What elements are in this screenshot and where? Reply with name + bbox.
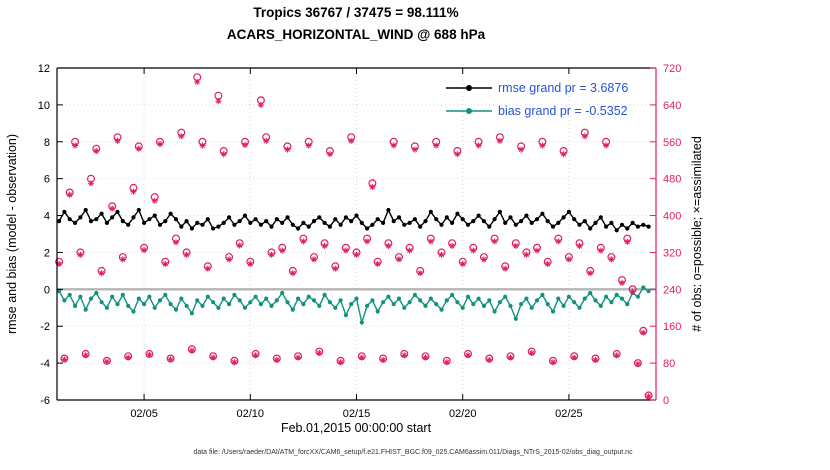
- svg-text:-4: -4: [40, 358, 50, 370]
- svg-text:02/15: 02/15: [343, 408, 371, 420]
- svg-text:02/05: 02/05: [130, 408, 158, 420]
- chart-title: Tropics 36767 / 37475 = 98.111%: [253, 5, 458, 20]
- svg-text:02/10: 02/10: [237, 408, 265, 420]
- svg-text:80: 80: [663, 358, 675, 370]
- svg-text:720: 720: [663, 63, 681, 75]
- svg-text:320: 320: [663, 247, 681, 259]
- bias-series: [57, 285, 651, 326]
- axis-ticks-and-labels: 02/05 02/10 02/15 02/20 02/25 -6 -4 -2 0 2 4 6 8 10 12…: [38, 63, 682, 420]
- svg-text:2: 2: [44, 247, 50, 259]
- svg-text:0: 0: [44, 284, 50, 296]
- legend: rmse grand pr = 3.6876 bias grand pr = -…: [446, 81, 628, 118]
- obs-assimilated-markers: [56, 78, 652, 400]
- chart-subtitle: ACARS_HORIZONTAL_WIND @ 688 hPa: [227, 27, 486, 42]
- x-axis-label: Feb.01,2015 00:00:00 start: [281, 421, 432, 435]
- legend-rmse-label: rmse grand pr = 3.6876: [498, 81, 628, 95]
- legend-rmse-marker: [466, 85, 472, 91]
- svg-text:560: 560: [663, 137, 681, 149]
- data-file-path: data file: /Users/raeder/DAI/ATM_forcXX/…: [193, 449, 633, 456]
- svg-text:160: 160: [663, 321, 681, 333]
- svg-text:240: 240: [663, 284, 681, 296]
- svg-text:480: 480: [663, 174, 681, 186]
- y-axis-right-label: # of obs: o=possible; ×=assimilated: [690, 136, 704, 332]
- svg-text:-6: -6: [40, 395, 50, 407]
- svg-text:-2: -2: [40, 321, 50, 333]
- rmse-series: [57, 207, 651, 233]
- obs-possible-markers: [55, 73, 653, 400]
- svg-text:400: 400: [663, 211, 681, 223]
- svg-text:12: 12: [38, 63, 50, 75]
- svg-text:6: 6: [44, 174, 50, 186]
- svg-text:0: 0: [663, 395, 669, 407]
- y-axis-left-label: rmse and bias (model - observation): [5, 134, 19, 334]
- svg-text:02/20: 02/20: [449, 408, 477, 420]
- svg-text:10: 10: [38, 100, 50, 112]
- svg-text:4: 4: [44, 211, 50, 223]
- plot-area: 02/05 02/10 02/15 02/20 02/25 -6 -4 -2 0 2 4 6 8 10 12…: [38, 63, 682, 420]
- legend-bias-marker: [466, 108, 472, 114]
- svg-text:8: 8: [44, 137, 50, 149]
- grid-lines: [57, 67, 656, 401]
- svg-text:640: 640: [663, 100, 681, 112]
- legend-bias-label: bias grand pr = -0.5352: [498, 104, 628, 118]
- svg-text:02/25: 02/25: [555, 408, 583, 420]
